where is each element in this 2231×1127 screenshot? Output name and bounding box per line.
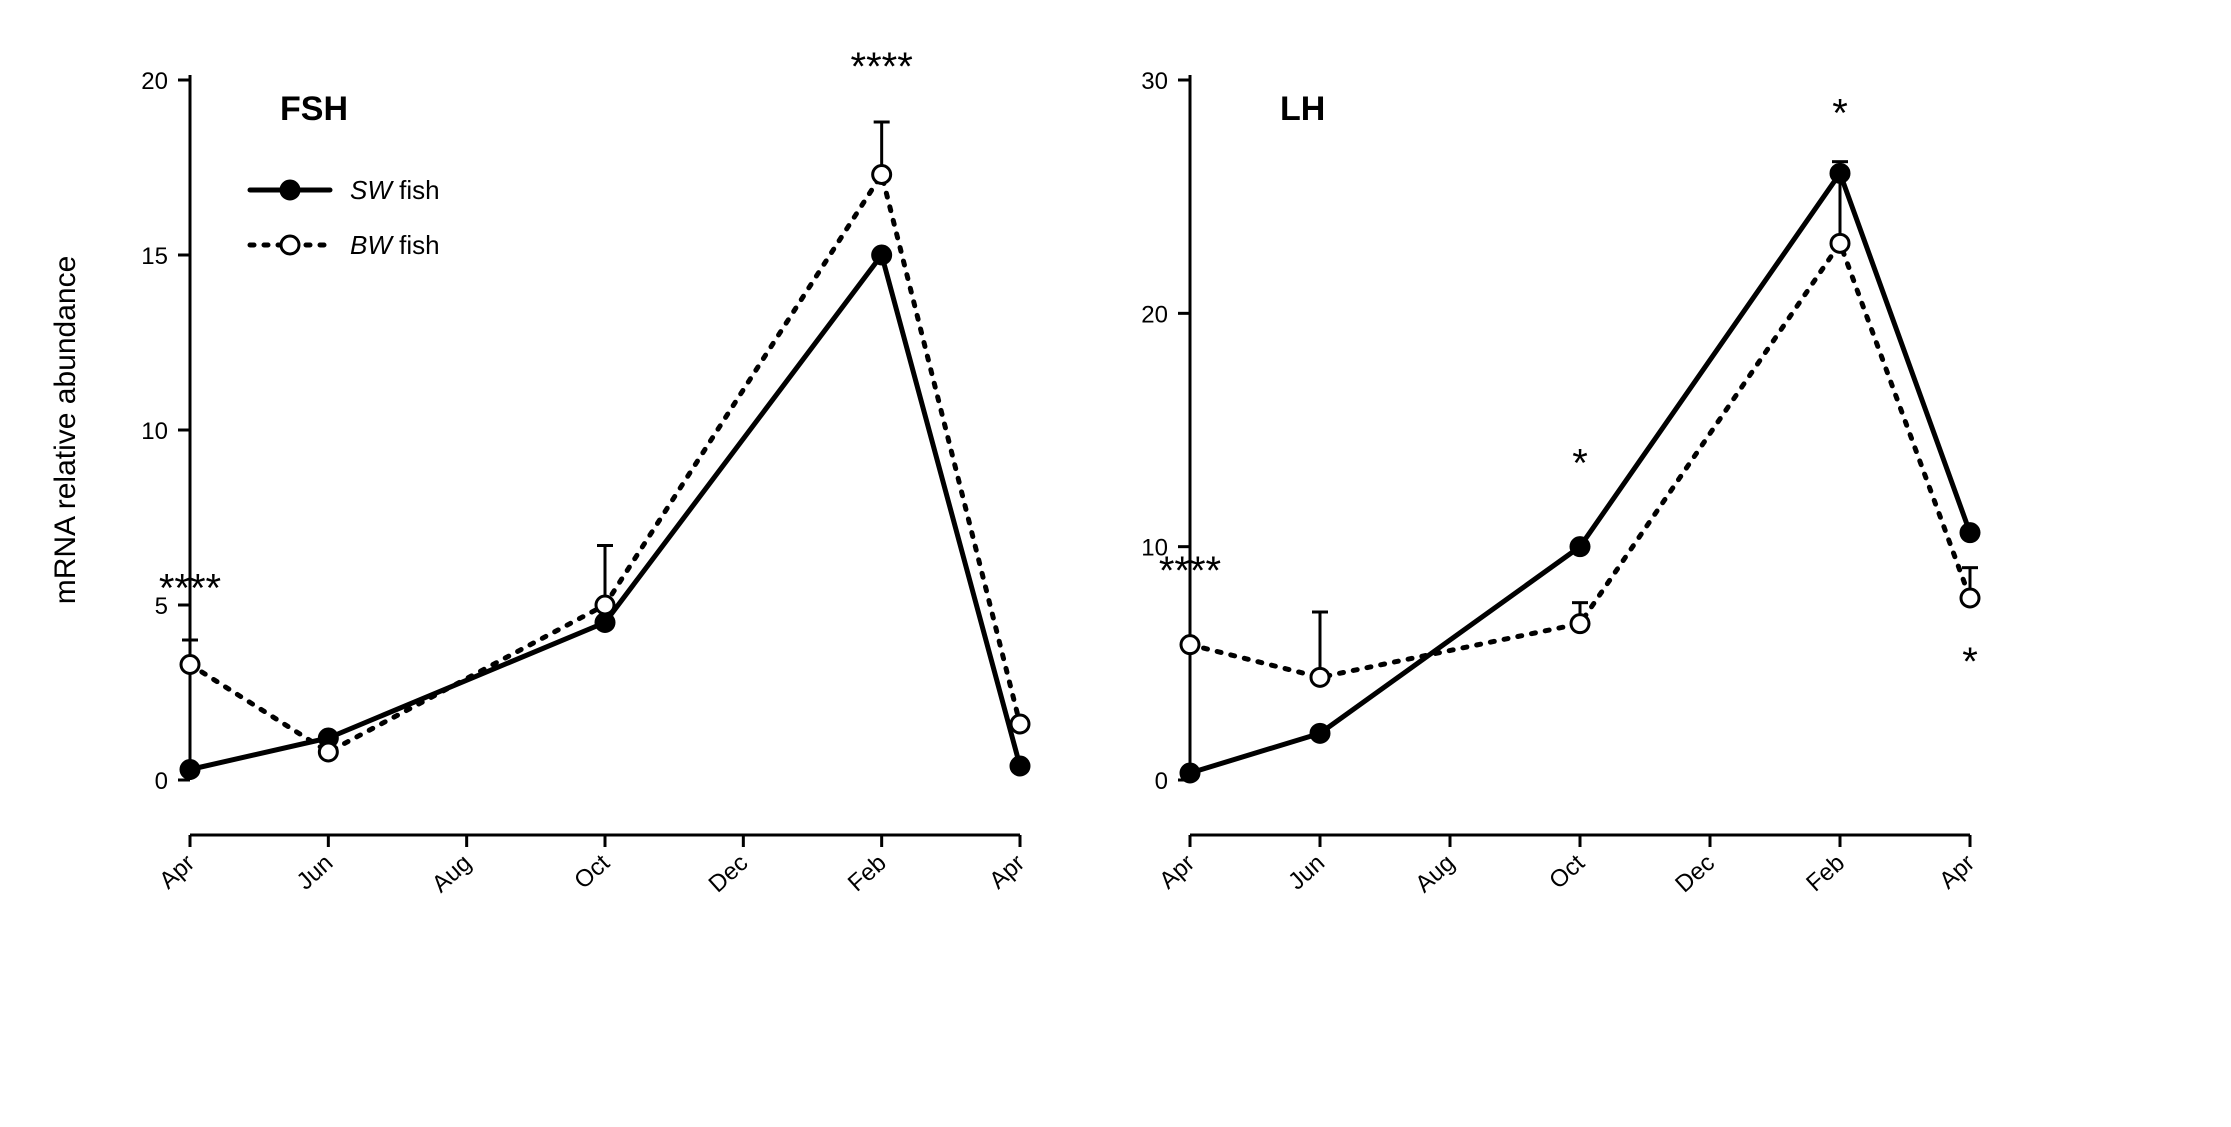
svg-text:mRNA relative abundance: mRNA relative abundance bbox=[49, 256, 82, 605]
svg-text:30: 30 bbox=[1141, 68, 1168, 95]
svg-text:LH: LH bbox=[1280, 90, 1325, 128]
svg-text:SW fish: SW fish bbox=[350, 175, 440, 205]
charts-container: 05101520AprJunAugOctDecFebAprmRNA relati… bbox=[20, 20, 2211, 1100]
svg-text:Jun: Jun bbox=[1283, 849, 1330, 895]
svg-text:Feb: Feb bbox=[843, 849, 892, 897]
chart-lh: 0102030AprJunAugOctDecFebAprLH******* bbox=[1070, 20, 2020, 1100]
svg-text:****: **** bbox=[851, 45, 913, 89]
svg-text:FSH: FSH bbox=[280, 90, 348, 128]
svg-text:*: * bbox=[1832, 92, 1848, 136]
svg-text:0: 0 bbox=[1155, 768, 1168, 795]
svg-text:Oct: Oct bbox=[1544, 849, 1590, 894]
svg-text:*: * bbox=[1962, 640, 1978, 684]
svg-text:Feb: Feb bbox=[1801, 849, 1850, 897]
svg-text:20: 20 bbox=[141, 68, 168, 95]
svg-text:Apr: Apr bbox=[154, 849, 200, 894]
svg-text:20: 20 bbox=[1141, 301, 1168, 328]
svg-text:****: **** bbox=[1159, 549, 1221, 593]
svg-text:Apr: Apr bbox=[1934, 849, 1980, 894]
svg-text:Apr: Apr bbox=[984, 849, 1030, 894]
svg-text:Apr: Apr bbox=[1154, 849, 1200, 894]
svg-text:****: **** bbox=[159, 567, 221, 611]
chart-fsh: 05101520AprJunAugOctDecFebAprmRNA relati… bbox=[20, 20, 1070, 1100]
svg-text:Oct: Oct bbox=[569, 849, 615, 894]
svg-text:*: * bbox=[1572, 442, 1588, 486]
svg-text:10: 10 bbox=[141, 418, 168, 445]
svg-text:Dec: Dec bbox=[704, 849, 754, 898]
svg-text:15: 15 bbox=[141, 243, 168, 270]
svg-text:BW fish: BW fish bbox=[350, 230, 440, 260]
svg-text:Jun: Jun bbox=[292, 849, 339, 895]
svg-text:0: 0 bbox=[155, 768, 168, 795]
svg-text:Aug: Aug bbox=[1410, 849, 1460, 898]
svg-text:Dec: Dec bbox=[1670, 849, 1720, 898]
svg-text:Aug: Aug bbox=[427, 849, 477, 898]
